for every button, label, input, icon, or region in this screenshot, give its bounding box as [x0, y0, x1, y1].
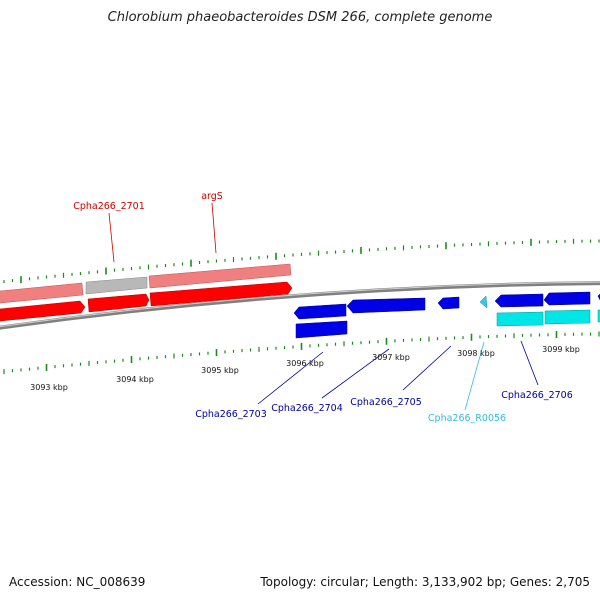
inner-tick-row — [3, 331, 600, 375]
accession-text: Accession: NC_008639 — [9, 575, 146, 589]
ruler-labels: 3093 kbp 3094 kbp 3095 kbp 3096 kbp 3097… — [30, 345, 580, 392]
gene-feature[interactable] — [87, 293, 150, 313]
gene-feature-light[interactable] — [148, 263, 292, 289]
gene-label-cpha266-r0056[interactable]: Cpha266_R0056 — [428, 413, 506, 424]
leader-line — [520, 340, 539, 386]
gene-feature-cpha266-2706[interactable] — [494, 293, 544, 308]
leader-line — [321, 348, 390, 399]
genome-backbone-highlight — [0, 281, 600, 328]
ruler-label-3095: 3095 kbp — [201, 366, 239, 375]
gene-feature[interactable] — [543, 291, 591, 306]
ruler-label-3098: 3098 kbp — [457, 349, 495, 358]
forward-gene-labels: Cpha266_2701 argS — [73, 191, 223, 263]
outer-tick-row — [3, 238, 600, 284]
leader-line — [464, 341, 485, 411]
ruler-label-3094: 3094 kbp — [116, 375, 154, 384]
leader-line — [108, 212, 115, 263]
gene-feature-cpha266-2701[interactable] — [0, 300, 86, 322]
leader-line — [402, 345, 452, 391]
reverse-inner-lane — [293, 291, 600, 320]
gene-feature-light[interactable] — [0, 282, 84, 304]
gene-feature-cpha266-2703[interactable] — [293, 303, 347, 320]
gene-label-cpha266-2705[interactable]: Cpha266_2705 — [350, 397, 422, 408]
pseudo-gene-feature[interactable] — [85, 276, 148, 295]
gene-feature-cpha266-2705[interactable] — [437, 296, 460, 310]
forward-outer-lane — [0, 263, 292, 304]
ruler-label-3099: 3099 kbp — [542, 345, 580, 354]
gene-feature-args[interactable] — [149, 281, 293, 307]
map-title: Chlorobium phaeobacteroides DSM 266, com… — [107, 10, 493, 25]
rna-feature[interactable] — [544, 309, 591, 325]
gene-label-cpha266-2706[interactable]: Cpha266_2706 — [501, 390, 573, 401]
genome-summary-text: Topology: circular; Length: 3,133,902 bp… — [260, 575, 590, 589]
rna-feature[interactable] — [496, 311, 544, 327]
gene-label-cpha266-2701[interactable]: Cpha266_2701 — [73, 201, 145, 212]
leader-line — [257, 351, 324, 405]
gene-feature-cpha266-r0056[interactable] — [479, 295, 488, 309]
forward-inner-lane — [0, 281, 293, 322]
gene-feature-light-blue[interactable] — [295, 320, 348, 339]
gene-label-cpha266-2703[interactable]: Cpha266_2703 — [195, 409, 267, 420]
ruler-label-3093: 3093 kbp — [30, 383, 68, 392]
reverse-gene-labels: Cpha266_2703 Cpha266_2704 Cpha266_2705 C… — [195, 340, 573, 424]
gene-label-args[interactable]: argS — [201, 191, 223, 202]
reverse-outer-lane — [295, 309, 600, 339]
ruler-label-3096: 3096 kbp — [286, 359, 324, 368]
ruler-label-3097: 3097 kbp — [372, 353, 410, 362]
leader-line — [211, 202, 217, 254]
genome-backbone — [0, 281, 600, 330]
gene-feature-cpha266-2704[interactable] — [346, 297, 426, 314]
gene-label-cpha266-2704[interactable]: Cpha266_2704 — [271, 403, 343, 414]
